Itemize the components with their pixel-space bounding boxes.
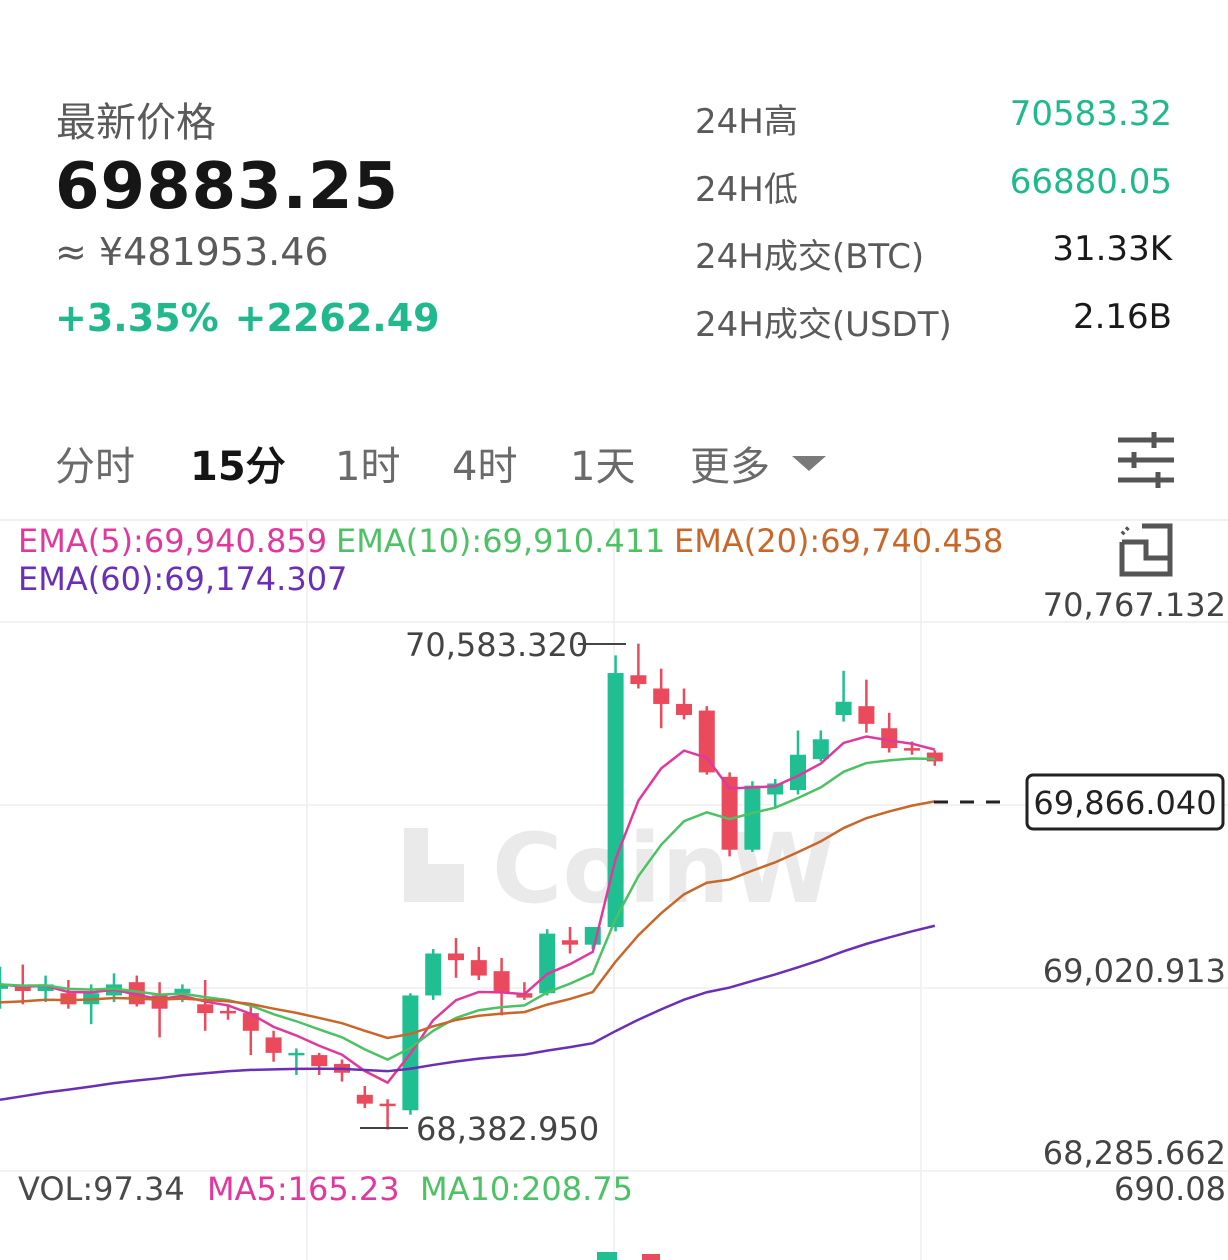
ema20-legend: EMA(20):69,740.458 — [674, 522, 1004, 560]
candle-up — [744, 785, 761, 850]
candle-down — [470, 960, 487, 976]
candle-down — [493, 971, 510, 994]
price-change: +3.35% +2262.49 — [55, 296, 456, 340]
ema5-legend: EMA(5):69,940.859 — [18, 522, 328, 560]
ema10-line — [0, 757, 935, 1062]
volume-axis-max: 690.08 — [1114, 1170, 1226, 1208]
tab-4h[interactable]: 4时 — [452, 444, 518, 490]
candle-down — [265, 1037, 282, 1053]
candle-down — [448, 953, 464, 961]
candle-down — [721, 776, 738, 850]
sliders-icon[interactable] — [1118, 432, 1176, 488]
candle-down — [630, 675, 647, 685]
candlestick-chart[interactable]: CoinW 70,583.320 68,382.950 69,866.040 7… — [0, 505, 1228, 1260]
candles-group — [0, 643, 943, 1130]
volume-legend: VOL:97.34 — [18, 1170, 185, 1208]
candle-down — [516, 993, 533, 998]
change-absolute: +2262.49 — [234, 296, 440, 340]
y-tick-label: 69,020.913 — [1043, 952, 1226, 990]
candle-down — [220, 1010, 236, 1014]
ema60-legend: EMA(60):69,174.307 — [18, 560, 348, 598]
ema60-line — [0, 924, 936, 1101]
tab-1h[interactable]: 1时 — [335, 444, 401, 490]
high-label: 70,583.320 — [405, 626, 588, 664]
candle-down — [858, 706, 875, 724]
tab-timeline[interactable]: 分时 — [55, 444, 135, 490]
chevron-down-icon — [792, 455, 826, 471]
candle-down — [562, 940, 578, 945]
candle-up — [767, 783, 784, 795]
watermark-logo: CoinW — [404, 813, 836, 925]
ema-lines-group — [0, 735, 936, 1101]
stat-value-low: 66880.05 — [1009, 162, 1172, 202]
candle-up — [539, 933, 556, 994]
candle-down — [356, 1094, 373, 1104]
y-tick-label: 68,285.662 — [1043, 1134, 1226, 1172]
candle-down — [14, 986, 31, 992]
candle-down — [676, 703, 692, 715]
candle-up — [812, 739, 829, 760]
svg-text:CoinW: CoinW — [492, 813, 836, 925]
stat-label-vol-btc: 24H成交(BTC) — [695, 237, 925, 277]
tab-1d[interactable]: 1天 — [570, 444, 636, 490]
candle-up — [425, 953, 442, 996]
ema20-line — [0, 800, 936, 1040]
y-tick-label: 70,767.132 — [1043, 586, 1226, 624]
latest-price-label: 最新价格 — [56, 100, 216, 146]
fullscreen-icon[interactable] — [1118, 522, 1174, 578]
candle-down — [60, 993, 77, 1005]
cny-price: ≈ ¥481953.46 — [55, 230, 329, 274]
ema10-legend: EMA(10):69,910.411 — [336, 522, 666, 560]
candle-down — [379, 1103, 396, 1107]
stat-value-high: 70583.32 — [1009, 94, 1172, 134]
candle-down — [926, 752, 943, 762]
current-price-label: 69,866.040 — [1033, 784, 1216, 822]
candle-down — [904, 748, 920, 751]
candle-down — [698, 710, 715, 773]
latest-price: 69883.25 — [55, 150, 400, 224]
candle-up — [790, 754, 806, 791]
stat-value-vol-usdt: 2.16B — [1072, 297, 1172, 337]
candle-down — [197, 1004, 214, 1014]
candle-up — [174, 988, 191, 994]
ma5-legend: MA5:165.23 — [207, 1170, 400, 1208]
candle-up — [607, 673, 624, 927]
tab-15m[interactable]: 15分 — [190, 444, 286, 490]
stat-label-low: 24H低 — [695, 170, 798, 210]
volume-bar — [642, 1254, 660, 1260]
low-label: 68,382.950 — [416, 1110, 599, 1148]
ma10-legend: MA10:208.75 — [420, 1170, 633, 1208]
current-price-box — [1025, 773, 1225, 831]
stat-label-vol-usdt: 24H成交(USDT) — [695, 305, 952, 345]
candle-up — [37, 984, 54, 992]
candle-down — [881, 728, 898, 749]
stat-label-high: 24H高 — [695, 102, 798, 142]
candle-up — [835, 701, 852, 715]
change-percent: +3.35% — [55, 296, 219, 340]
tab-more[interactable]: 更多 — [690, 434, 826, 492]
candle-down — [653, 688, 670, 704]
candle-up — [0, 984, 8, 989]
volume-bar — [597, 1252, 617, 1260]
candle-down — [311, 1055, 328, 1067]
tab-more-label: 更多 — [690, 444, 770, 490]
candle-up — [288, 1052, 305, 1056]
stat-value-vol-btc: 31.33K — [1052, 229, 1172, 269]
